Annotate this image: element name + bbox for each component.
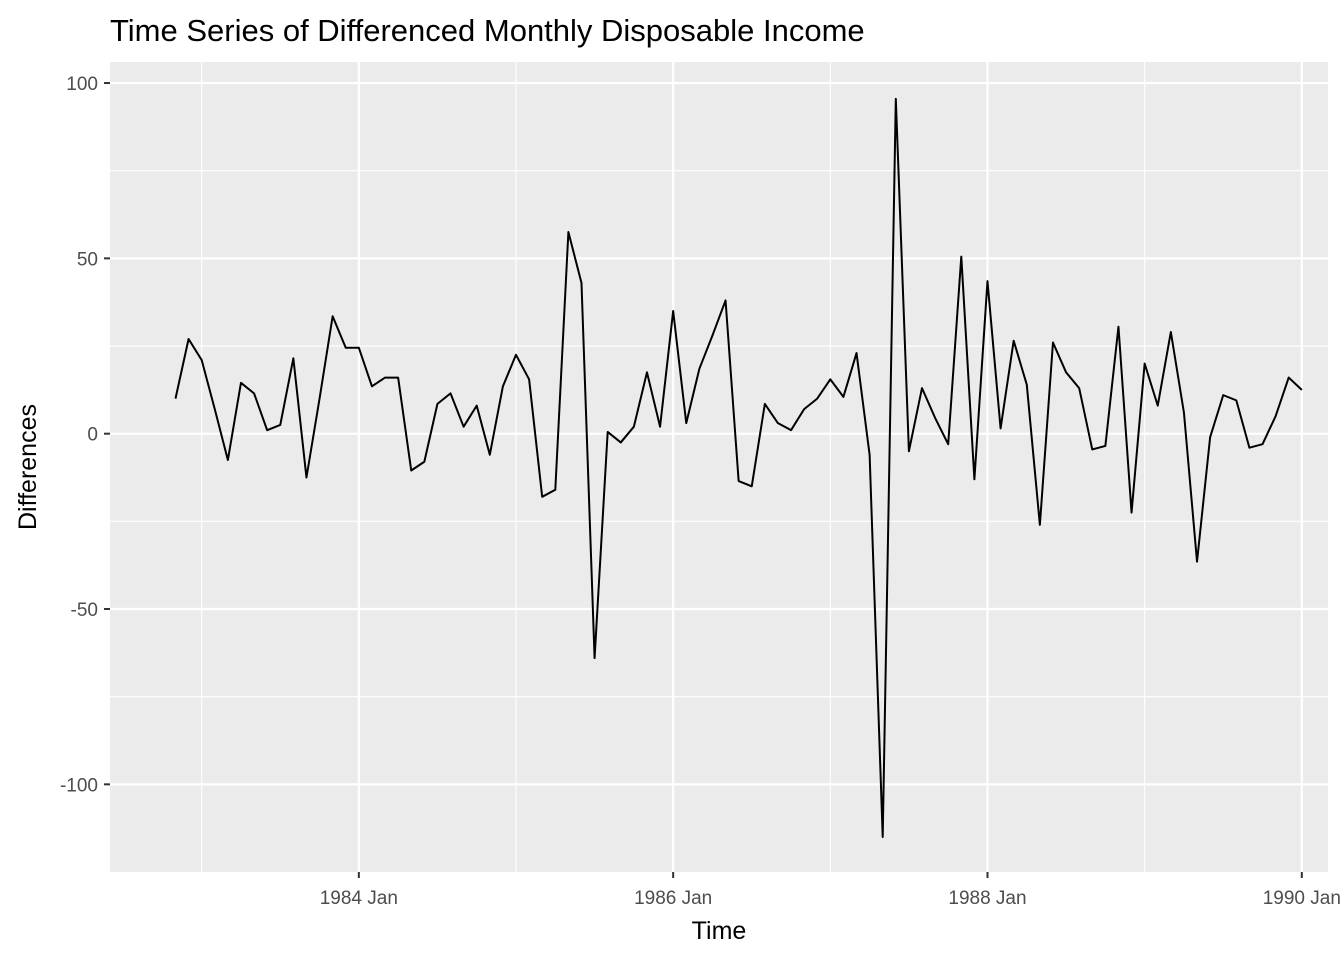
y-tick-label: 0 xyxy=(87,425,98,446)
series-line xyxy=(174,97,1303,838)
grid-minor xyxy=(110,62,1328,872)
series-layer xyxy=(174,97,1303,838)
y-tick-label: 50 xyxy=(77,249,98,270)
x-axis-title: Time xyxy=(692,917,747,945)
y-tick-label: -50 xyxy=(71,600,98,621)
y-axis-title: Differences xyxy=(14,404,42,530)
x-tick-label: 1990 Jan xyxy=(1263,888,1341,909)
x-axis: 1984 Jan 1986 Jan 1988 Jan 1990 Jan xyxy=(320,872,1341,909)
chart-title: Time Series of Differenced Monthly Dispo… xyxy=(110,13,865,48)
x-tick-label: 1986 Jan xyxy=(634,888,712,909)
x-tick-label: 1988 Jan xyxy=(948,888,1026,909)
y-tick-label: -100 xyxy=(60,775,98,796)
x-tick-label: 1984 Jan xyxy=(320,888,398,909)
plot-panel xyxy=(110,62,1328,872)
y-axis: 100 50 0 -50 -100 xyxy=(60,74,110,796)
y-tick-label: 100 xyxy=(66,74,98,95)
